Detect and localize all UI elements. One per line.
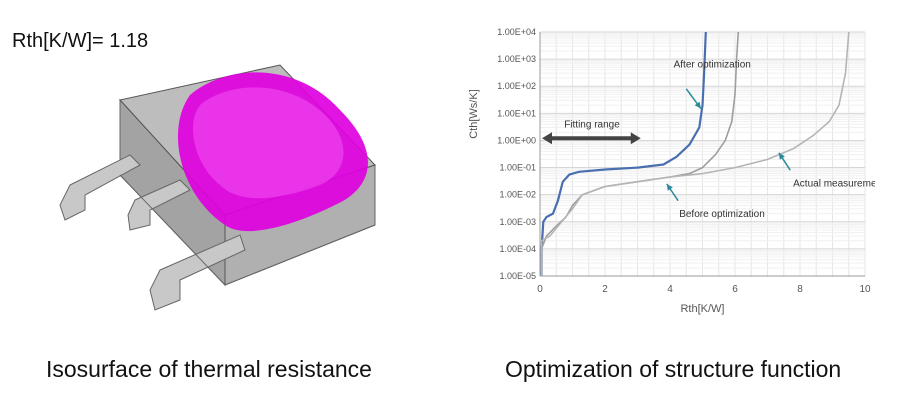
arrow-after-optimization-head [694,101,701,109]
magenta-isosurface-highlight [192,87,344,199]
right-caption: Optimization of structure function [505,356,842,382]
x-tick-label: 0 [537,284,543,295]
series-line-actual-measurement [540,31,850,276]
y-tick-label: 1.00E-04 [499,244,536,254]
y-tick-label: 1.00E+00 [497,135,536,145]
y-tick-label: 1.00E+03 [497,54,536,64]
x-tick-label: 4 [667,284,673,295]
arrow-actual-measurement-head [778,152,785,160]
chart-series [540,31,850,276]
x-tick-label: 2 [602,284,608,295]
annotation-actual-measurement: Actual measurement [793,179,875,190]
y-tick-label: 1.00E-02 [499,190,536,200]
device-isosurface-image [59,64,376,311]
x-tick-labels: 0 2 4 6 8 10 [537,284,871,295]
chart-annotations: Fitting range After optimization Before op… [542,59,875,220]
series-line-after-optimization [540,31,707,276]
rth-value-label: Rth[K/W]= 1.18 [12,30,149,52]
y-tick-label: 1.00E+02 [497,81,536,91]
left-caption: Isosurface of thermal resistance [46,356,372,382]
annotation-fitting-range: Fitting range [564,120,620,131]
structure-function-chart: 1.00E-05 1.00E-04 1.00E-03 1.00E-02 1.00E-01… [468,27,875,315]
y-tick-label: 1.00E+01 [497,108,536,118]
fitting-range-arrow-right-head [630,132,641,145]
y-tick-label: 1.00E-01 [499,163,536,173]
fitting-range-arrow-left-head [542,132,552,145]
arrow-before-optimization-head [666,183,673,191]
y-axis-label: Cth[Ws/K] [468,89,480,139]
y-tick-label: 1.00E-05 [499,271,536,281]
annotation-before-optimization: Before optimization [679,209,765,220]
y-tick-labels: 1.00E-05 1.00E-04 1.00E-03 1.00E-02 1.00E-01… [497,27,536,281]
x-tick-label: 10 [859,284,871,295]
x-tick-label: 8 [797,284,803,295]
y-tick-label: 1.00E+04 [497,27,536,37]
lead-pins [59,154,246,311]
annotation-after-optimization: After optimization [674,59,751,70]
x-tick-label: 6 [732,284,738,295]
x-axis-label: Rth[K/W] [680,303,724,315]
y-tick-label: 1.00E-03 [499,217,536,227]
